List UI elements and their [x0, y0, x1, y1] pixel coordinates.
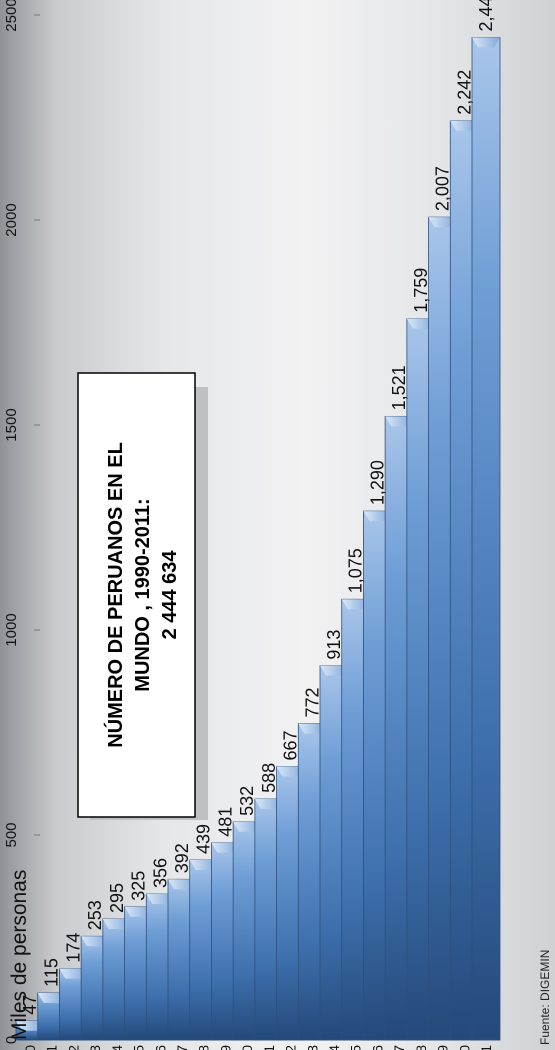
data-label-2006: 1,290 [367, 460, 387, 505]
category-label-2005: 2005 [348, 1045, 364, 1050]
data-label-1995: 325 [129, 871, 149, 901]
category-label-1997: 1997 [174, 1045, 190, 1050]
bar-cap [385, 416, 414, 427]
bar-cap [341, 599, 370, 610]
category-label-1990: 1990 [22, 1045, 38, 1050]
value-tick-label: 1000 [3, 613, 20, 646]
bar-cap [59, 968, 88, 979]
bar-2011 [471, 37, 501, 1041]
category-label-2006: 2006 [369, 1045, 385, 1050]
category-label-2001: 2001 [261, 1045, 277, 1050]
category-label-1993: 1993 [87, 1045, 103, 1050]
bar-cap [450, 120, 479, 131]
category-label-2008: 2008 [413, 1045, 429, 1050]
data-label-2001: 588 [259, 763, 279, 793]
data-label-1993: 253 [85, 900, 105, 930]
bar-cap [168, 879, 196, 890]
bar-cap [124, 906, 153, 917]
data-label-1998: 439 [194, 824, 214, 854]
annotation-box: NÚMERO DE PERUANOS EN EL MUNDO , 1990-20… [77, 372, 208, 820]
annotation-line-2: MUNDO , 1990-2011: [132, 498, 154, 691]
category-label-2007: 2007 [391, 1045, 407, 1050]
data-label-1992: 174 [63, 933, 83, 963]
data-label-2005: 1,075 [346, 548, 366, 593]
data-label-2007: 1,521 [389, 365, 409, 410]
bar-cap [428, 217, 457, 228]
bar-cap [233, 821, 262, 832]
category-label-1996: 1996 [152, 1045, 168, 1050]
category-label-2004: 2004 [326, 1045, 342, 1050]
category-label-1991: 1991 [44, 1045, 60, 1050]
bar-cap [146, 894, 175, 905]
data-label-2010: 2,242 [454, 70, 474, 115]
data-label-2011: 2,445 [476, 0, 496, 32]
category-label-2002: 2002 [283, 1045, 299, 1050]
bar-cap [320, 665, 348, 676]
source-note: Fuente: DIGEMIN [538, 950, 552, 1045]
data-label-2008: 1,759 [411, 268, 431, 313]
bar-cap [406, 318, 435, 329]
data-label-2004: 913 [324, 630, 344, 660]
bar-cap [81, 936, 110, 947]
value-tick-label: 2000 [3, 203, 20, 236]
value-tick-label: 0 [3, 1036, 20, 1044]
value-tick-label: 2500 [3, 0, 20, 32]
annotation-line-3: 2 444 634 [159, 550, 181, 640]
bar-cap [254, 798, 283, 809]
data-label-1994: 295 [107, 883, 127, 913]
category-label-1998: 1998 [196, 1045, 212, 1050]
category-label-2003: 2003 [304, 1045, 320, 1050]
bar-cap [298, 723, 327, 734]
bar-cap [16, 1020, 44, 1031]
data-label-1999: 481 [215, 807, 235, 837]
bar-cap [363, 511, 392, 522]
category-label-2011: 2011 [478, 1045, 494, 1050]
bar-1990 [15, 1020, 45, 1041]
data-label-1990: 47 [20, 995, 40, 1015]
bar-cap [189, 860, 218, 871]
value-tick-label: 500 [3, 822, 20, 847]
bar-cap [211, 842, 240, 853]
category-label-1994: 1994 [109, 1045, 125, 1050]
category-label-2000: 2000 [239, 1045, 255, 1050]
value-tick-label: 1500 [3, 408, 20, 441]
category-label-1995: 1995 [131, 1045, 147, 1050]
data-label-2003: 772 [302, 687, 322, 717]
bar-cap [37, 992, 66, 1003]
data-label-1991: 115 [42, 958, 62, 987]
category-label-2009: 2009 [435, 1045, 451, 1050]
category-label-1999: 1999 [217, 1045, 233, 1050]
data-label-2000: 532 [237, 786, 257, 816]
category-label-2010: 2010 [456, 1045, 472, 1050]
category-label-1992: 1992 [65, 1045, 81, 1050]
data-label-2009: 2,007 [433, 166, 453, 211]
bar-cap [102, 919, 131, 930]
data-label-1997: 392 [172, 843, 192, 873]
y-axis-label: Miles de personas [8, 870, 31, 1040]
annotation-line-1: NÚMERO DE PERUANOS EN EL [103, 442, 127, 748]
data-label-1996: 356 [150, 858, 170, 888]
bar-cap [472, 37, 500, 48]
data-label-2002: 667 [281, 730, 301, 760]
bar-cap [276, 766, 305, 777]
